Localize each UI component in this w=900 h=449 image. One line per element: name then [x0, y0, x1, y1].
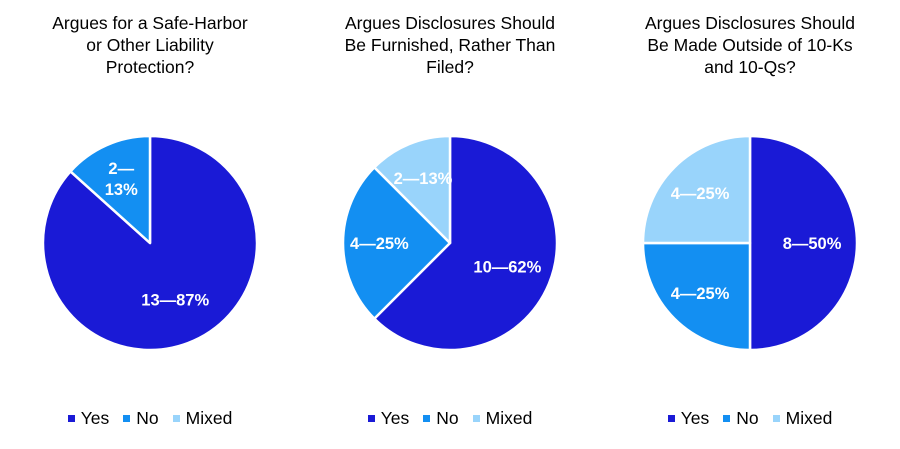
- chart-legend: Yes No Mixed: [300, 407, 600, 429]
- pie-slice-mixed: [373, 134, 452, 245]
- pie-panel: Argues Disclosures Should Be Made Outside…: [600, 0, 900, 449]
- chart-title-line: Be Furnished, Rather Than: [344, 35, 556, 55]
- legend-swatch: [667, 414, 675, 422]
- chart-title: Argues Disclosures Should Be Made Outside…: [600, 12, 900, 78]
- chart-title-line: Be Made Outside of 10-Ks: [647, 35, 853, 55]
- legend-item-mixed: Mixed: [172, 407, 233, 429]
- legend-label: Yes: [80, 408, 110, 428]
- legend-swatch: [723, 414, 731, 422]
- legend-label: Mixed: [485, 408, 533, 428]
- chart-title-line: Argues Disclosures Should: [344, 13, 556, 33]
- chart-title-line: Argues Disclosures Should: [644, 13, 856, 33]
- pie-slice-mixed: [641, 134, 752, 245]
- legend-item-mixed: Mixed: [472, 407, 533, 429]
- legend-swatch: [423, 414, 431, 422]
- slice-data-label: 10—62%: [473, 259, 541, 277]
- pie-slice-no: [341, 166, 452, 320]
- chart-title: Argues for a Safe-Harbor or Other Liabili…: [0, 12, 300, 78]
- slice-data-label: 8—50%: [783, 235, 842, 253]
- legend-item-yes: Yes: [67, 407, 110, 429]
- legend-swatch: [123, 414, 131, 422]
- slice-data-label: 2—13%: [394, 170, 453, 188]
- legend-label: No: [136, 408, 159, 428]
- legend-item-yes: Yes: [667, 407, 710, 429]
- chart-title-line: Filed?: [426, 57, 474, 77]
- slice-data-label: 13—87%: [141, 292, 209, 310]
- legend-swatch: [772, 414, 780, 422]
- legend-swatch: [172, 414, 180, 422]
- legend-item-yes: Yes: [367, 407, 410, 429]
- legend-swatch: [472, 414, 480, 422]
- legend-label: No: [736, 408, 759, 428]
- chart-title-line: or Other Liability: [86, 35, 214, 55]
- chart-title-line: Protection?: [105, 57, 195, 77]
- pie-chart: 10—62% 4—25% 2—13%: [341, 134, 559, 352]
- chart-title: Argues Disclosures Should Be Furnished, R…: [300, 12, 600, 78]
- pie-chart: 13—87% 2— 13%: [41, 134, 259, 352]
- legend-label: Mixed: [185, 408, 233, 428]
- chart-legend: Yes No Mixed: [600, 407, 900, 429]
- pie-chart: 8—50% 4—25% 4—25%: [641, 134, 859, 352]
- legend-item-no: No: [723, 407, 759, 429]
- slice-data-label: 4—25%: [671, 185, 730, 203]
- pie-slice-no: [641, 241, 752, 352]
- pie-slice-yes: [373, 134, 559, 352]
- chart-legend: Yes No Mixed: [0, 407, 300, 429]
- slice-data-label: 4—25%: [350, 235, 409, 253]
- pie-slice-yes: [748, 134, 859, 352]
- pie-slice-no: [69, 134, 152, 245]
- pie-panel: Argues for a Safe-Harbor or Other Liabili…: [0, 0, 300, 449]
- legend-label: Yes: [380, 408, 410, 428]
- legend-swatch: [67, 414, 75, 422]
- chart-title-line: and 10-Qs?: [704, 57, 796, 77]
- legend-label: Yes: [680, 408, 710, 428]
- legend-item-no: No: [123, 407, 159, 429]
- legend-item-no: No: [423, 407, 459, 429]
- pie-panel: Argues Disclosures Should Be Furnished, R…: [300, 0, 600, 449]
- legend-label: No: [436, 408, 459, 428]
- legend-swatch: [367, 414, 375, 422]
- slice-data-label: 2—13%: [105, 160, 138, 199]
- chart-title-line: Argues for a Safe-Harbor: [52, 13, 248, 33]
- legend-item-mixed: Mixed: [772, 407, 833, 429]
- legend-label: Mixed: [785, 408, 833, 428]
- slice-data-label: 4—25%: [671, 285, 730, 303]
